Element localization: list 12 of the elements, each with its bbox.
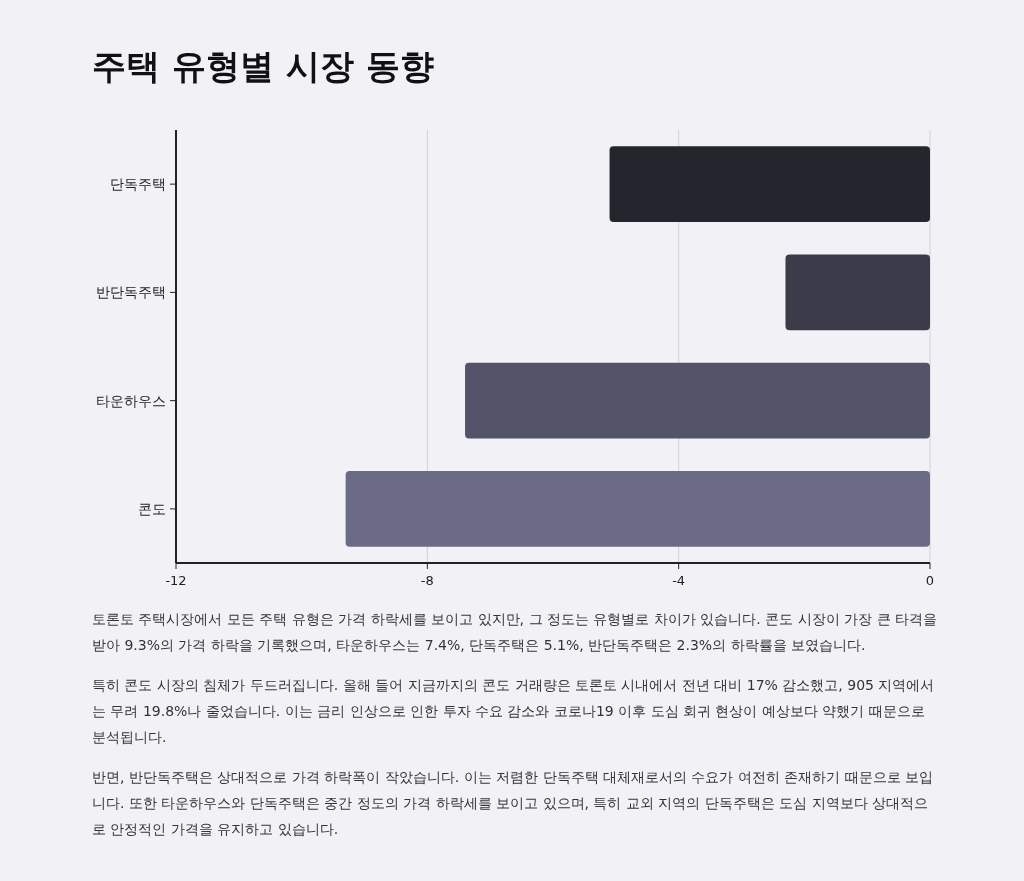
text: 토론토 주택시장에서 모든 주택 유형은 가격 하락세를 보이고 있지만, 그 정도는 유형별로 차이가 있습니다. 콘도 시장이 가장 큰 타격을 받아 9.3%의 가격 하락을 기록했으며, 타운하우스는 7.4%, 단독주택은 5.1%, 반단독주택은 2.3%의 하락률을 보였습니다. (92, 610, 938, 655)
y-tick-label: 반단독주택 (96, 284, 166, 301)
x-tick-label: -4 (672, 573, 686, 588)
y-tick-label: 타운하우스 (96, 392, 166, 409)
x-tick-label: -8 (420, 573, 434, 588)
y-tick-label: 단독주택 (110, 176, 166, 193)
x-tick-label: 0 (925, 573, 935, 588)
y-tick-label: 콘도 (138, 500, 166, 517)
x-tick-label: -12 (165, 573, 187, 588)
text: 반면, 반단독주택은 상대적으로 가격 하락폭이 작았습니다. 이는 저렴한 단독주택 대체재로서의 수요가 여전히 존재하기 때문으로 보입니다. 또한 타운하우스와 단독주택은 중간 정도의 가격 하락세를 보이고 있으며, 특히 교외 지역의 단독주택은 도심 지역보다 상대적으로 안정적인 가격을 유지하고 있습니다. (92, 768, 935, 839)
text: 특히 콘도 시장의 침체가 두드러집니다. 올해 들어 지금까지의 콘도 거래량은 토론토 시내에서 전년 대비 17% 감소했고, 905 지역에서는 무려 19.8%나 줄었습니다. 이는 금리 인상으로 인한 투자 수요 감소와 코로나19 이후 도심 회귀 현상이 예상보다 약했기 때문으로 분석됩니다. (92, 676, 936, 747)
chart-title: 주택 유형별 시장 동향 (92, 45, 434, 88)
